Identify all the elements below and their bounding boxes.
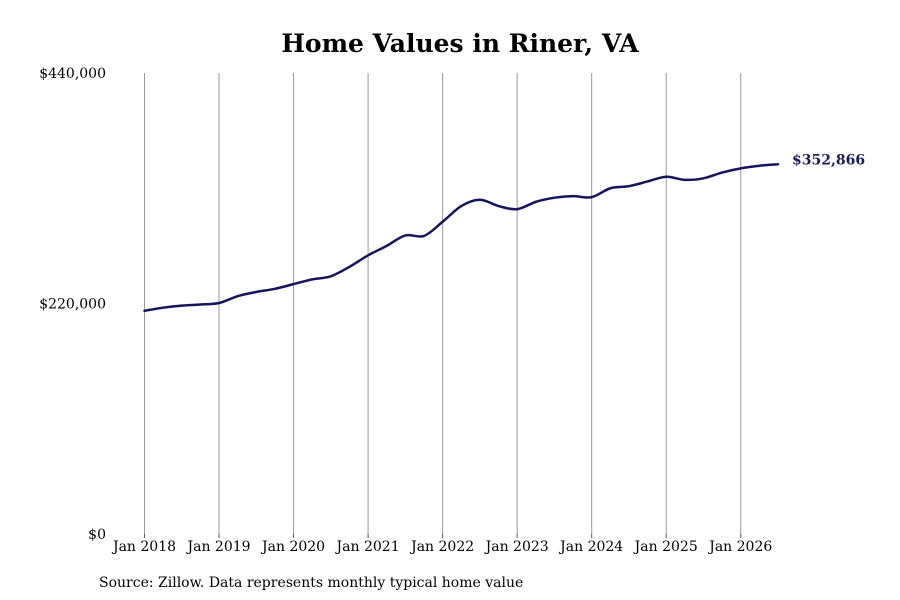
x-tick-label: Jan 2026 [707,539,772,555]
x-tick-label: Jan 2023 [484,539,549,555]
x-tick-label: Jan 2018 [111,539,176,555]
latest-value-label: $352,866 [792,152,865,168]
x-tick-label: Jan 2020 [260,539,325,555]
y-tick-label: $220,000 [39,297,106,313]
y-tick-label: $440,000 [39,66,106,82]
home-value-series-line [143,163,780,313]
y-tick-label: $0 [88,527,106,543]
x-tick-label: Jan 2024 [558,539,623,555]
y-axis-ticks: $0 $220,000 $440,000 [39,66,106,543]
x-tick-label: Jan 2021 [335,539,400,555]
x-tick-label: Jan 2019 [185,539,250,555]
x-axis-ticks: Jan 2018 Jan 2019 Jan 2020 Jan 2021 Jan 2022… [111,534,772,555]
chart-title: Home Values in Riner, VA [281,29,639,58]
source-note: Source: Zillow. Data represents monthly … [99,575,523,591]
vertical-grid [144,73,742,534]
x-tick-label: Jan 2025 [633,539,698,555]
x-tick-label: Jan 2022 [409,539,474,555]
